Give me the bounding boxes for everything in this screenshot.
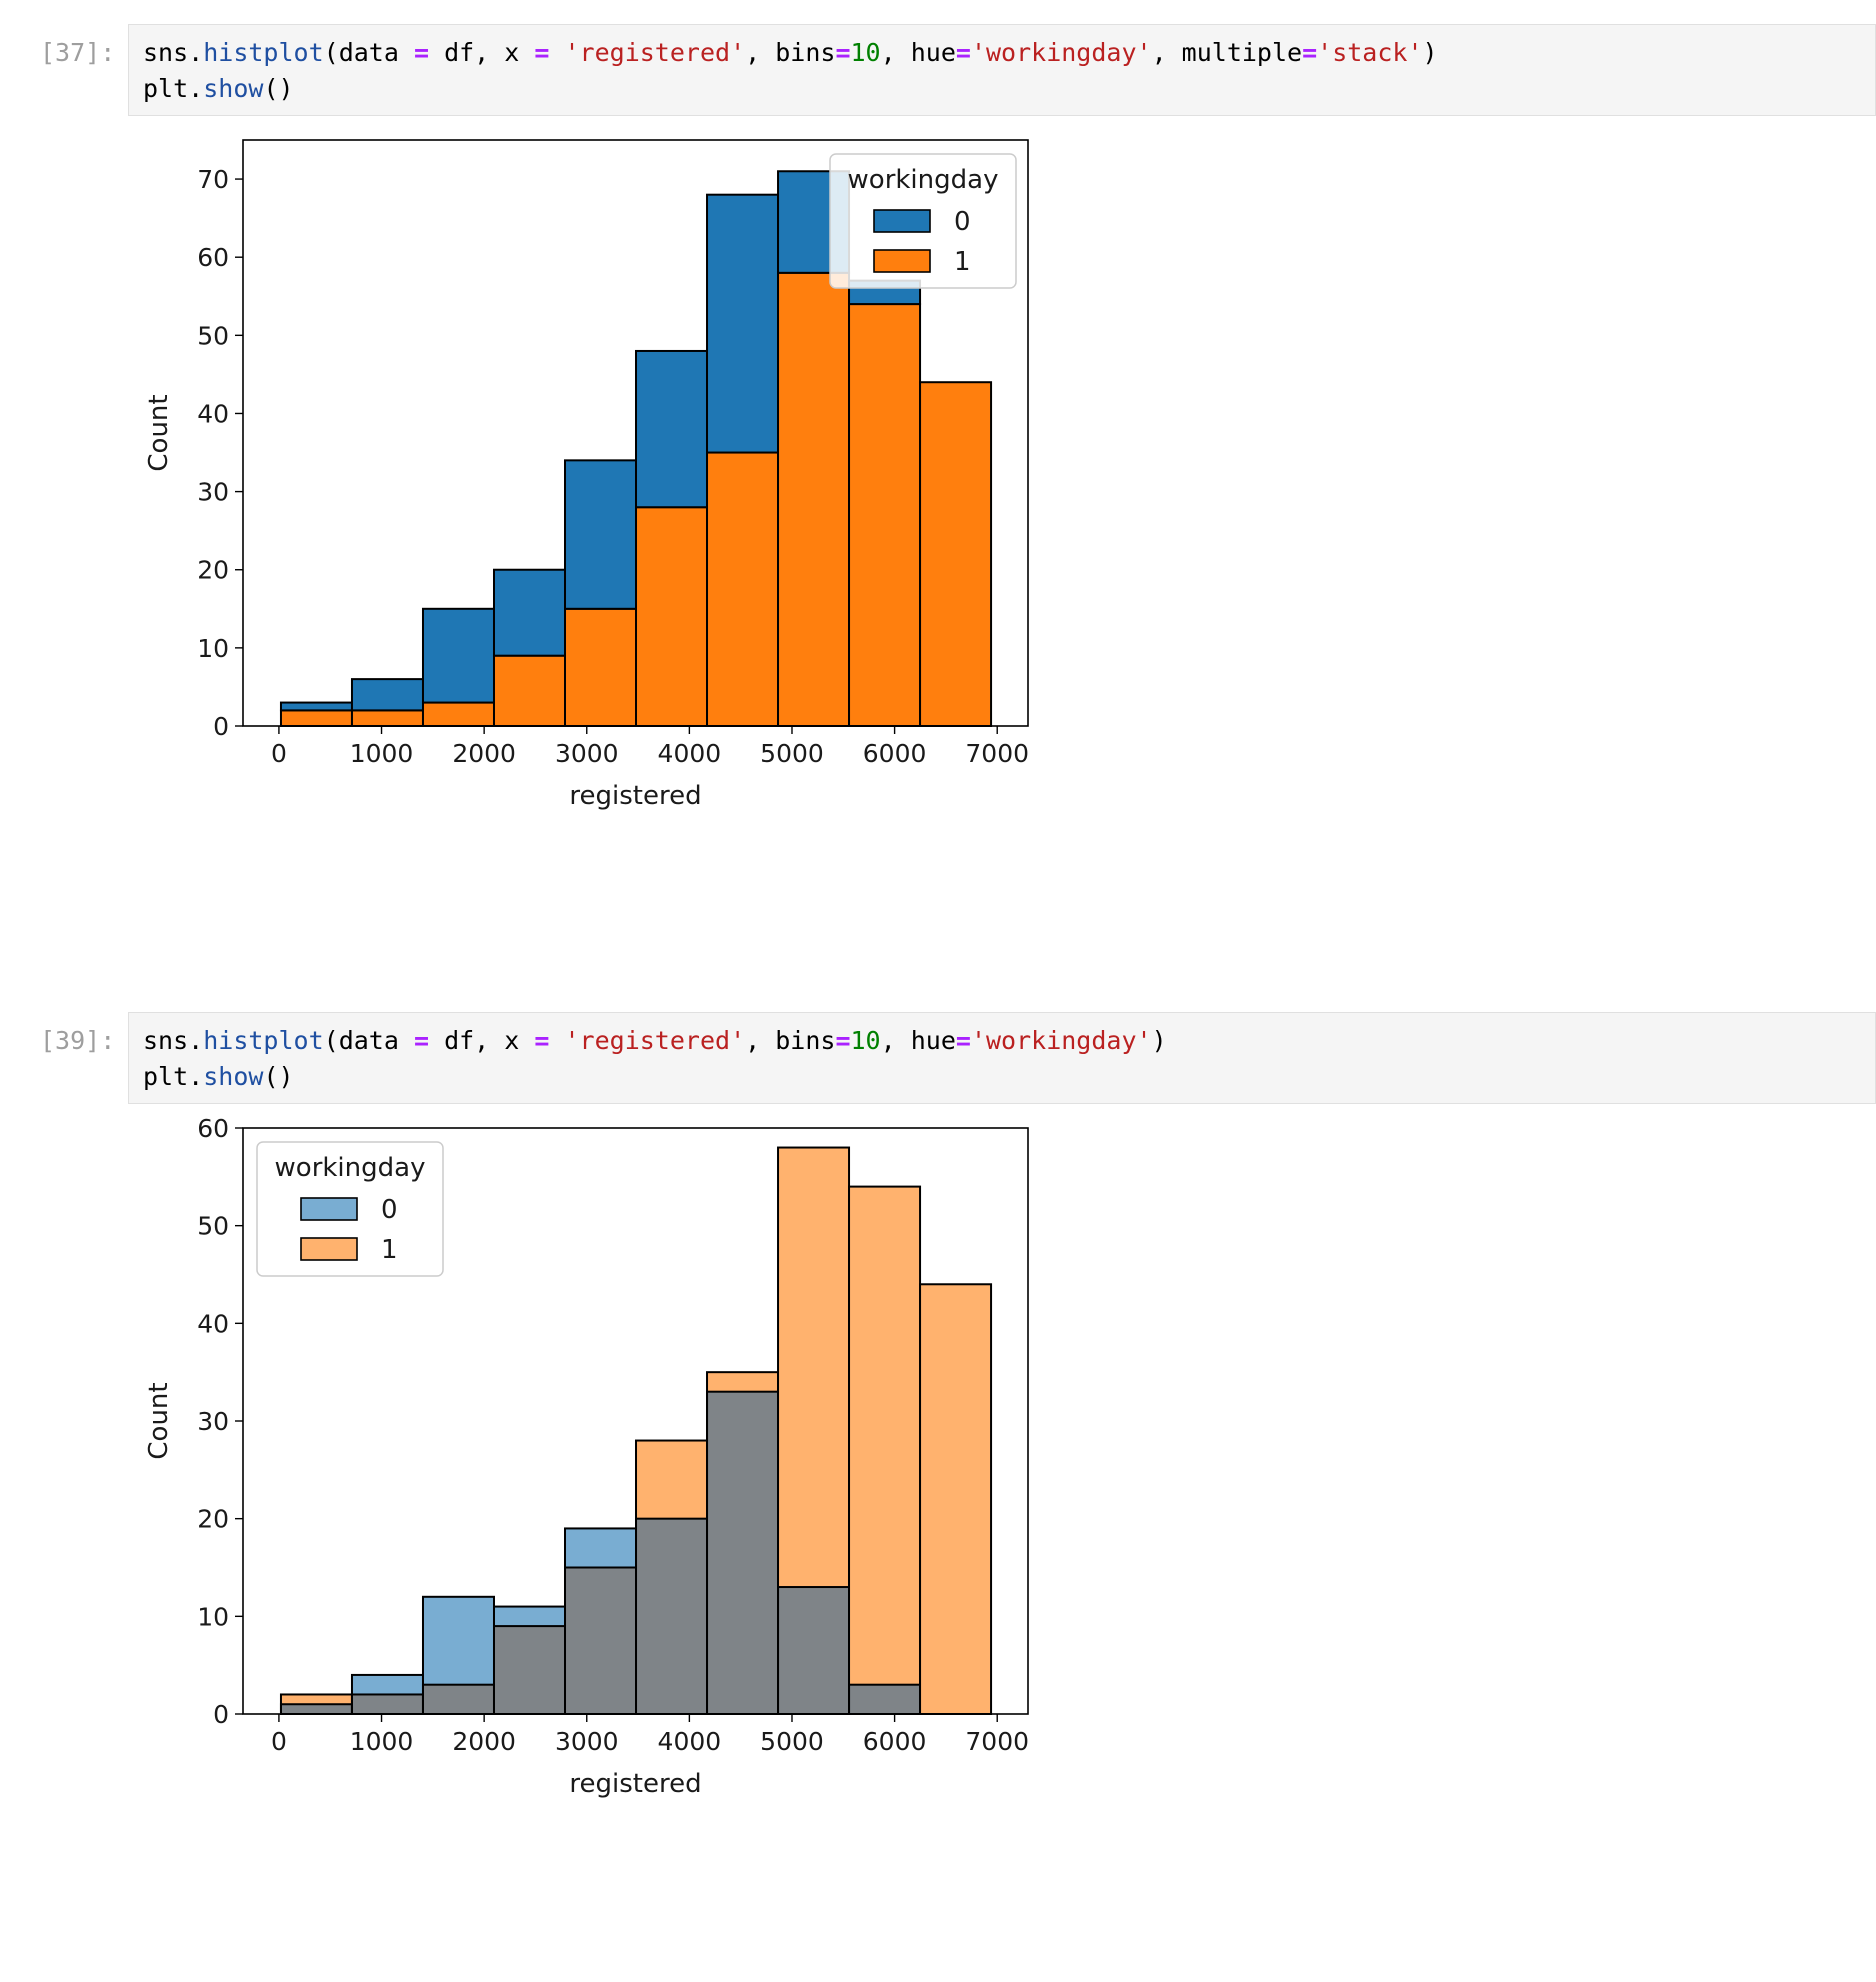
x-tick-label: 4000: [658, 739, 722, 768]
histogram-bar-workingday-0: [279, 701, 353, 712]
code-input[interactable]: sns.histplot(data = df, x = 'registered'…: [128, 24, 1876, 116]
y-tick-label: 10: [197, 1602, 229, 1631]
histogram-bar-workingday-0: [422, 1596, 494, 1685]
legend-label-1: 1: [381, 1235, 398, 1265]
histogram-bar-workingday-1: [778, 1147, 850, 1588]
legend-swatch-0: [873, 209, 931, 233]
x-axis-label: registered: [569, 1769, 701, 1799]
y-tick-label: 20: [197, 1505, 229, 1534]
code-line: sns.histplot(data = df, x = 'registered'…: [143, 1026, 1167, 1055]
legend-title: workingday: [275, 1153, 426, 1183]
x-tick-label: 1000: [350, 1727, 414, 1756]
histogram-bar-workingday-0: [421, 607, 495, 704]
histogram-bar-overlap: [565, 1567, 637, 1714]
histogram-bar-overlap: [422, 1684, 494, 1714]
notebook-cell-37[interactable]: [37]: sns.histplot(data = df, x = 'regis…: [0, 24, 1876, 984]
y-tick-label: 10: [197, 634, 229, 663]
y-tick-label: 50: [197, 1212, 229, 1241]
cell-prompt: [39]:: [40, 1026, 116, 1055]
histogram-bar-workingday-1: [564, 607, 638, 727]
legend-label-0: 0: [381, 1195, 398, 1225]
y-tick-label: 70: [197, 165, 229, 194]
cell-prompt: [37]:: [40, 38, 116, 67]
x-tick-label: 6000: [863, 1727, 927, 1756]
x-tick-label: 7000: [965, 739, 1029, 768]
y-axis-label: Count: [144, 394, 174, 471]
legend-swatch-1: [873, 249, 931, 273]
legend-swatch-0: [300, 1197, 358, 1221]
histogram-bar-workingday-0: [564, 459, 638, 610]
y-tick-label: 60: [197, 1116, 229, 1143]
cell-output: 0 10 20 30 40 50 60 70 0 1000 2000 3000 4000 5000 6000…: [128, 128, 1248, 992]
histogram-bar-workingday-1: [707, 1372, 779, 1392]
y-tick-label: 30: [197, 1407, 229, 1436]
y-tick-label: 0: [213, 712, 229, 741]
histogram-bar-workingday-1: [848, 303, 922, 728]
histogram-bar-workingday-1: [636, 1440, 708, 1519]
x-tick-label: 0: [271, 1727, 287, 1756]
plot-frame: [242, 139, 1029, 727]
code-line: plt.show(): [143, 74, 294, 103]
histogram-bar-overlap: [636, 1518, 708, 1714]
histogram-bar-overlap: [778, 1587, 850, 1714]
x-tick-label: 1000: [350, 739, 414, 768]
x-tick-label: 5000: [760, 1727, 824, 1756]
code-line: sns.histplot(data = df, x = 'registered'…: [143, 38, 1438, 67]
x-tick-label: 3000: [555, 1727, 619, 1756]
x-tick-label: 5000: [760, 739, 824, 768]
x-tick-label: 4000: [658, 1727, 722, 1756]
legend-label-1: 1: [954, 247, 971, 277]
histogram-bar-workingday-0: [493, 1606, 566, 1627]
histogram-bar-workingday-0: [565, 1528, 637, 1568]
code-input[interactable]: sns.histplot(data = df, x = 'registered'…: [128, 1012, 1876, 1104]
notebook-cell-39[interactable]: [39]: sns.histplot(data = df, x = 'regis…: [0, 1012, 1876, 1972]
legend-label-0: 0: [954, 207, 971, 237]
x-axis-label: registered: [569, 781, 701, 811]
y-axis-label: Count: [144, 1382, 174, 1459]
x-tick-label: 6000: [863, 739, 927, 768]
y-tick-label: 40: [197, 1309, 229, 1338]
y-tick-label: 60: [197, 243, 229, 272]
histogram-bar-workingday-0: [635, 349, 709, 509]
histogram-bar-workingday-0: [351, 1674, 423, 1695]
histogram-bar-workingday-1: [777, 271, 851, 727]
histogram-bar-workingday-1: [492, 654, 567, 727]
histogram-bar-overlap: [493, 1626, 566, 1714]
x-tick-label: 0: [271, 739, 287, 768]
cell-output: 0 10 20 30 40 50 60 0 1000 2000 3000 4000 5000 6000 70…: [128, 1114, 1248, 1980]
x-tick-label: 2000: [452, 1727, 516, 1756]
histogram-bar-workingday-1: [635, 506, 709, 727]
histogram-bar-overlap: [351, 1694, 423, 1714]
histogram-bar-workingday-1: [706, 451, 780, 727]
x-tick-label: 7000: [965, 1727, 1029, 1756]
histogram-bar-overlap: [280, 1704, 352, 1714]
histogram-bar-workingday-1: [920, 1284, 992, 1714]
histogram-bar-overlap: [707, 1391, 779, 1714]
legend-title: workingday: [848, 165, 999, 195]
histogram-bar-workingday-1: [849, 1186, 921, 1685]
x-tick-label: 3000: [555, 739, 619, 768]
histogram-bar-workingday-1: [421, 701, 495, 727]
histogram-bar-workingday-1: [280, 1694, 352, 1705]
y-tick-label: 50: [197, 321, 229, 350]
histogram-bar-workingday-0: [350, 678, 424, 712]
y-tick-label: 40: [197, 399, 229, 428]
histogram-bar-workingday-0: [706, 193, 780, 454]
histogram-bar-workingday-1: [919, 381, 993, 727]
legend-swatch-1: [300, 1237, 358, 1261]
x-tick-label: 2000: [452, 739, 516, 768]
y-tick-label: 0: [213, 1700, 229, 1729]
histogram-bar-workingday-0: [492, 568, 567, 657]
y-tick-label: 20: [197, 556, 229, 585]
histogram-bar-overlap: [849, 1684, 921, 1714]
histogram-bar-workingday-1: [279, 709, 353, 728]
histogram-bar-workingday-1: [350, 709, 424, 728]
code-line: plt.show(): [143, 1062, 294, 1091]
y-tick-label: 30: [197, 478, 229, 507]
